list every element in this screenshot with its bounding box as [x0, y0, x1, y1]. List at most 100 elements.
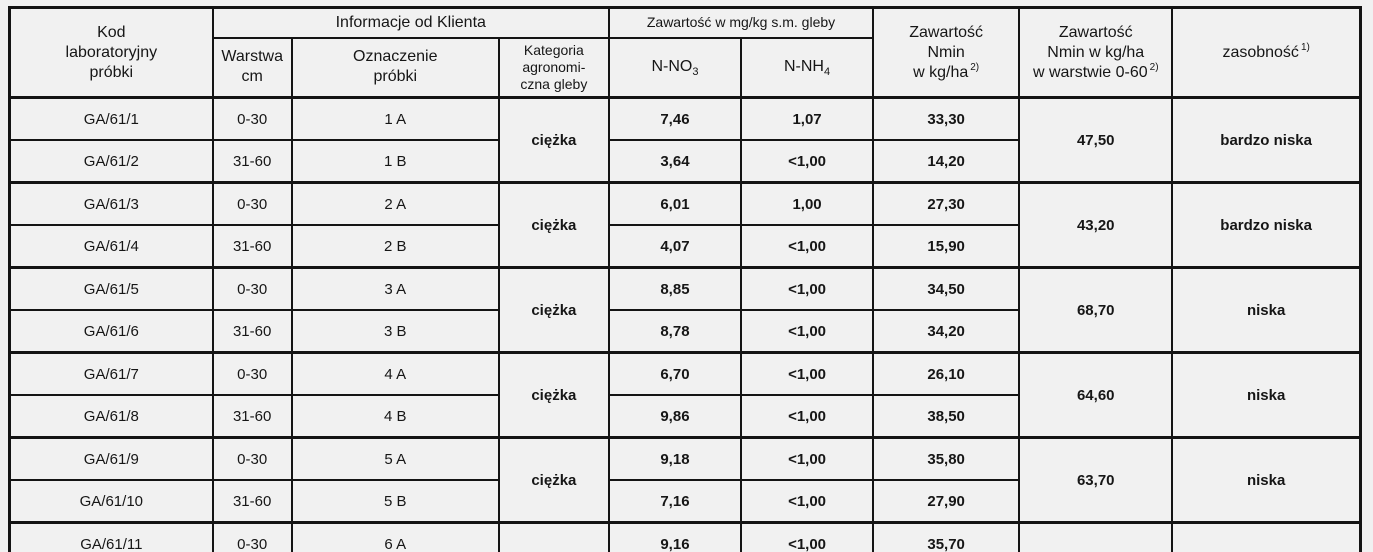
cell-nmin-kgha: 26,10: [872, 351, 1021, 396]
header-text: Nmin w kg/ha: [1047, 43, 1145, 61]
header-text: N-NH: [783, 58, 824, 76]
cell-n-no3: 4,07: [607, 224, 743, 269]
header-text: Warstwa: [221, 48, 283, 66]
header-row-1: Kod laboratoryjny próbki Informacje od K…: [8, 6, 1362, 99]
cell-layer: 31-60: [211, 394, 293, 439]
table-row: GA/61/10 31-60 5 B 7,16 <1,00 27,90: [8, 479, 1361, 524]
cell-lab-code: GA/61/5: [8, 266, 214, 311]
cell-nmin-layer-0-60: 47,50: [1018, 96, 1174, 184]
cell-n-nh4: <1,00: [739, 351, 875, 396]
chemical-subscript: 3: [692, 66, 699, 79]
cell-n-no3: 9,86: [607, 394, 743, 439]
cell-layer: 31-60: [211, 309, 293, 354]
header-text: Oznaczenie: [353, 48, 438, 66]
cell-sample-id: 6 A: [290, 521, 500, 552]
cell-soil-category: ciężka: [497, 96, 610, 184]
cell-abundance: niska: [1171, 351, 1362, 439]
cell-n-no3: 8,85: [607, 266, 743, 311]
cell-sample-id: 3 B: [290, 309, 500, 354]
cell-layer: 0-30: [211, 351, 293, 396]
table-header: Kod laboratoryjny próbki Informacje od K…: [8, 6, 1362, 99]
col-header-n-nh4: N-NH4: [739, 36, 875, 99]
cell-n-nh4: <1,00: [739, 479, 875, 524]
chemical-subscript: 4: [823, 66, 831, 79]
cell-nmin-kgha: 27,90: [872, 479, 1021, 524]
cell-sample-id: 1 A: [290, 96, 500, 141]
cell-nmin-kgha: 38,50: [872, 394, 1021, 439]
cell-soil-category: ciężka: [497, 436, 610, 524]
col-header-soil-category: Kategoria agronomi- czna gleby: [497, 36, 610, 99]
header-text: Nmin: [927, 43, 965, 61]
col-header-layer: Warstwa cm: [211, 36, 293, 99]
table-row: GA/61/2 31-60 1 B 3,64 <1,00 14,20: [8, 139, 1361, 184]
header-text: czna gleby: [520, 75, 588, 92]
col-header-abundance: zasobność 1): [1171, 6, 1362, 99]
header-text: Zawartość: [1058, 23, 1133, 41]
cell-layer: 31-60: [211, 224, 293, 269]
cell-nmin-kgha: 14,20: [872, 139, 1021, 184]
cell-n-no3: 6,70: [607, 351, 743, 396]
cell-lab-code: GA/61/9: [8, 436, 214, 481]
footnote-marker: 1): [1300, 42, 1310, 54]
cell-sample-id: 4 B: [290, 394, 500, 439]
col-header-n-no3: N-NO3: [607, 36, 743, 99]
cell-layer: 0-30: [211, 436, 293, 481]
cell-nmin-layer-0-60: 63,20: [1018, 521, 1174, 552]
cell-abundance: niska: [1171, 266, 1362, 354]
header-text: Kod: [97, 23, 126, 41]
cell-n-nh4: 1,00: [739, 181, 875, 226]
cell-lab-code: GA/61/11: [8, 521, 214, 552]
cell-nmin-kgha: 34,50: [872, 266, 1021, 311]
cell-n-no3: 7,16: [607, 479, 743, 524]
cell-soil-category: ciężka: [497, 266, 610, 354]
cell-n-nh4: <1,00: [739, 436, 875, 481]
cell-lab-code: GA/61/6: [8, 309, 214, 354]
cell-nmin-layer-0-60: 68,70: [1018, 266, 1174, 354]
table-row: GA/61/110-306 Aciężka9,16<1,0035,7063,20…: [8, 521, 1362, 552]
cell-layer: 0-30: [211, 266, 293, 311]
col-header-lab-code: Kod laboratoryjny próbki: [8, 6, 214, 99]
header-text: N-NO: [651, 58, 693, 76]
cell-sample-id: 1 B: [290, 139, 500, 184]
cell-lab-code: GA/61/3: [8, 181, 214, 226]
cell-n-no3: 9,16: [607, 521, 743, 552]
cell-n-no3: 3,64: [607, 139, 743, 184]
footnote-marker: 2): [1149, 62, 1159, 74]
cell-n-no3: 7,46: [607, 96, 743, 141]
cell-n-nh4: <1,00: [739, 521, 875, 552]
header-text: laboratoryjny: [65, 43, 158, 61]
col-group-header-content-mgkg: Zawartość w mg/kg s.m. gleby: [607, 6, 875, 39]
cell-sample-id: 5 B: [290, 479, 500, 524]
cell-layer: 31-60: [211, 139, 293, 184]
header-text: w kg/ha 2): [913, 62, 980, 81]
cell-lab-code: GA/61/7: [8, 351, 214, 396]
cell-nmin-kgha: 35,80: [872, 436, 1021, 481]
cell-layer: 0-30: [211, 181, 293, 226]
cell-n-nh4: <1,00: [739, 139, 875, 184]
cell-nmin-kgha: 35,70: [872, 521, 1021, 552]
cell-abundance: niska: [1171, 436, 1362, 524]
cell-abundance: niska: [1171, 521, 1362, 552]
cell-lab-code: GA/61/1: [8, 96, 214, 141]
table-row: GA/61/6 31-60 3 B 8,78 <1,00 34,20: [8, 309, 1361, 354]
cell-n-nh4: <1,00: [739, 224, 875, 269]
cell-nmin-kgha: 33,30: [872, 96, 1021, 141]
header-text: próbki: [373, 68, 418, 86]
cell-n-no3: 6,01: [607, 181, 743, 226]
header-row-2: Warstwa cm Oznaczenie próbki Kategoria a…: [10, 36, 1361, 99]
cell-nmin-kgha: 34,20: [872, 309, 1021, 354]
cell-lab-code: GA/61/4: [8, 224, 214, 269]
table-row: GA/61/4 31-60 2 B 4,07 <1,00 15,90: [8, 224, 1361, 269]
col-header-nmin-layer-0-60: Zawartość Nmin w kg/ha w warstwie 0-60 2): [1018, 6, 1174, 99]
table-row: GA/61/8 31-60 4 B 9,86 <1,00 38,50: [8, 394, 1361, 439]
cell-sample-id: 5 A: [290, 436, 500, 481]
cell-n-nh4: <1,00: [739, 394, 875, 439]
results-table: Kod laboratoryjny próbki Informacje od K…: [8, 6, 1362, 552]
cell-lab-code: GA/61/2: [8, 139, 214, 184]
